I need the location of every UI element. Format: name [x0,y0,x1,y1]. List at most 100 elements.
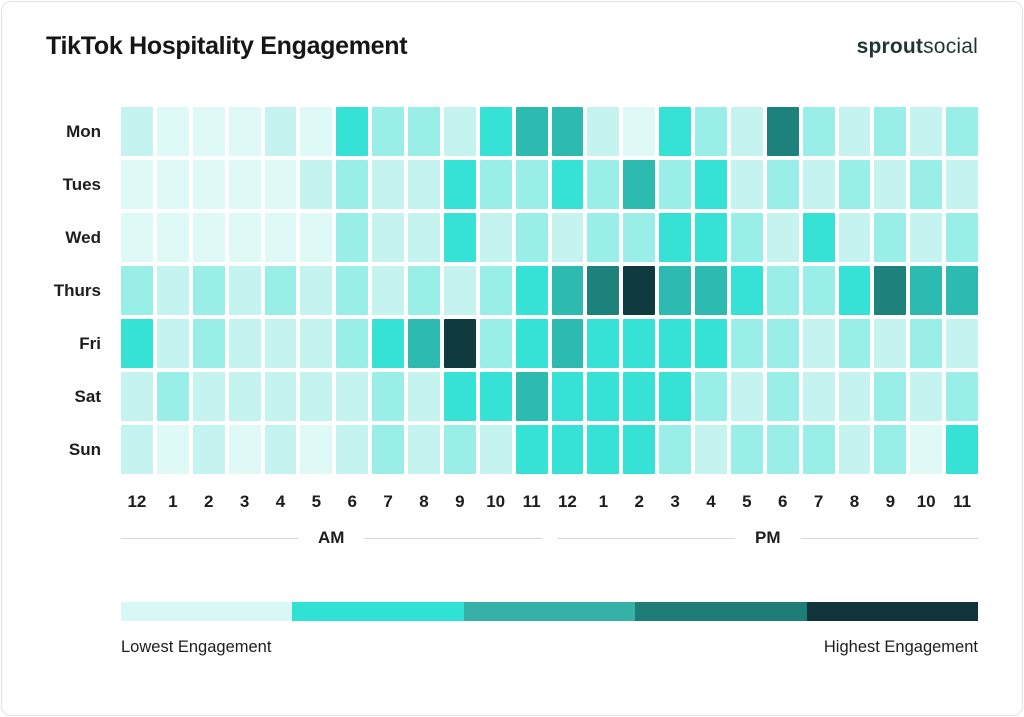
heatmap-row: Sun [46,425,978,474]
heatmap-cell [623,266,656,315]
heatmap-cell [156,425,189,474]
heatmap-row: Tues [46,160,978,209]
hour-label: 10 [486,492,506,511]
heatmap-cell [587,372,620,421]
heatmap-cell [910,319,943,368]
legend-segment [292,602,464,621]
page-title: TikTok Hospitality Engagement [46,32,408,60]
heatmap-cell [300,372,333,421]
heatmap-cell [659,213,691,262]
heatmap-cell [730,213,763,262]
heatmap-cell [802,213,835,262]
heatmap-cell [121,319,153,368]
hour-label: 6 [347,492,357,511]
hour-label: 5 [311,492,322,511]
heatmap-cell [623,319,656,368]
heatmap-cell [300,213,333,262]
heatmap-cell [515,213,548,262]
heatmap-cell [408,107,440,156]
heatmap-cell [156,160,189,209]
heatmap-cell [551,425,584,474]
heatmap-cell [372,107,404,156]
heatmap-cell [515,372,548,421]
heatmap-cell [156,107,189,156]
heatmap-cell [121,213,153,262]
heatmap-cell [766,372,799,421]
heatmap-cell [587,213,620,262]
day-label: Wed [65,227,101,247]
ampm-axis: AM PM [46,528,978,548]
heatmap-cell [838,372,871,421]
heatmap-row-cells [121,319,978,368]
heatmap-cell [336,319,369,368]
heatmap-cell [551,107,584,156]
heatmap-cell [443,107,476,156]
heatmap-cell [408,213,440,262]
heatmap-cell [443,319,476,368]
heatmap-cell [228,319,261,368]
logo-regular-text: social [923,34,978,58]
legend-highest-label: Highest Engagement [823,638,978,656]
heatmap-cell [874,266,907,315]
heatmap-cell [874,107,907,156]
heatmap-cell [946,107,978,156]
heatmap-cell [838,213,871,262]
legend-segment [806,602,979,621]
heatmap-cell [730,266,763,315]
heatmap-cell [766,107,799,156]
heatmap-cell [192,213,225,262]
heatmap-cell [802,107,835,156]
heatmap-cell [910,107,943,156]
heatmap-cell [946,372,978,421]
pm-label: PM [755,528,781,547]
heatmap-cell [874,319,907,368]
heatmap-row-cells [121,213,978,262]
heatmap-cell [479,372,512,421]
heatmap-cell [659,266,691,315]
hour-label: 3 [670,492,680,511]
heatmap-cell [730,107,763,156]
heatmap-cell [623,425,656,474]
heatmap-cell [336,213,369,262]
legend-segment [463,602,636,621]
heatmap-cell [300,160,333,209]
heatmap-cell [587,266,620,315]
heatmap-cell [623,213,656,262]
heatmap-cell [946,160,978,209]
header: TikTok Hospitality Engagement sproutsoci… [46,2,978,61]
heatmap-cell [623,160,656,209]
heatmap-cell [408,266,440,315]
heatmap-cell [372,372,404,421]
heatmap-cell [336,266,369,315]
hour-labels: 12 1 2 3 4 5 6 7 8 9 10 11 12 1 2 3 4 5 6 7 8 9 10 11 [121,492,978,512]
heatmap-cell [946,213,978,262]
heatmap-cell [228,213,261,262]
hour-label: 9 [885,492,896,511]
heatmap-cell [874,160,907,209]
heatmap-cell [838,319,871,368]
hour-label: 8 [419,492,429,511]
heatmap-cell [695,266,727,315]
heatmap-cell [408,372,440,421]
heatmap-cell [802,160,835,209]
am-group: AM [121,528,542,548]
heatmap-row: Mon [46,107,978,156]
pm-group: PM [557,528,978,548]
heatmap-cell [228,107,261,156]
heatmap-cell [372,425,404,474]
heatmap-cell [946,319,978,368]
heatmap-row-cells [121,107,978,156]
day-label: Sun [68,439,101,459]
hour-label: 3 [239,492,250,511]
legend-segment [635,602,807,621]
heatmap-cell [802,319,835,368]
hour-label: 2 [634,492,644,511]
heatmap-cell [515,425,548,474]
heatmap-cell [659,160,691,209]
heatmap-row-cells [121,425,978,474]
hour-label: 1 [598,492,609,511]
heatmap-cell [264,213,297,262]
heatmap-cell [300,319,333,368]
hour-label: 8 [849,492,860,511]
heatmap-cell [156,266,189,315]
